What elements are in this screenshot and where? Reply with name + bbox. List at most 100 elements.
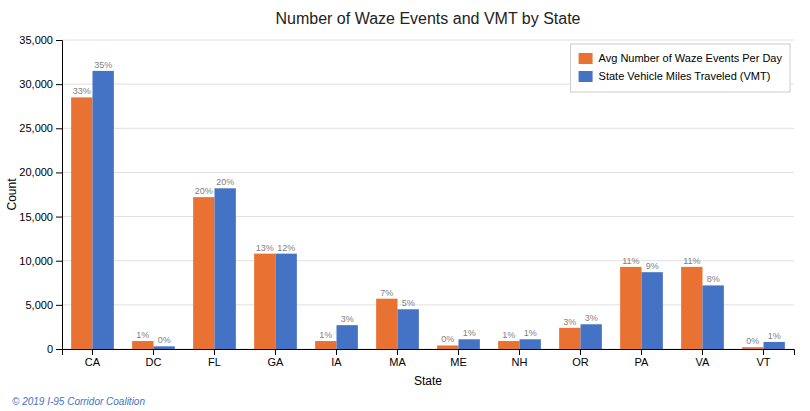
tick-mark	[56, 217, 62, 218]
y-axis-title: Count	[5, 178, 19, 211]
tick: PA	[635, 349, 650, 368]
legend-label: Avg Number of Waze Events Per Day	[599, 52, 783, 64]
bar	[459, 339, 480, 349]
tick-label: VA	[696, 356, 711, 368]
bar-label: 8%	[707, 274, 720, 284]
bar-label: 1%	[524, 328, 537, 338]
tick: 30,000	[19, 78, 62, 90]
y-axis: 05,00010,00015,00020,00025,00030,00035,0…	[19, 34, 62, 355]
bar-label: 1%	[768, 331, 781, 341]
bar	[398, 309, 419, 349]
bar	[93, 71, 114, 349]
tick-mark	[56, 40, 62, 41]
tick: 5,000	[25, 299, 62, 311]
tick-mark	[214, 349, 215, 355]
bar-label: 0%	[158, 335, 171, 345]
bar-label: 1%	[319, 330, 332, 340]
bar-label: 7%	[380, 288, 393, 298]
tick-mark	[56, 84, 62, 85]
tick-mark	[56, 172, 62, 173]
tick: FL	[208, 349, 221, 368]
bar-label: 5%	[402, 298, 415, 308]
bar	[337, 325, 358, 349]
tick-mark	[336, 349, 337, 355]
bar	[498, 341, 519, 349]
bar	[315, 341, 336, 349]
tick-mark	[641, 349, 642, 355]
bar-label: 13%	[256, 243, 274, 253]
bar	[154, 346, 175, 349]
bar	[215, 188, 236, 349]
tick: VT	[756, 349, 770, 368]
tick: ME	[450, 349, 467, 368]
bar-label: 1%	[502, 330, 515, 340]
tick-label: 15,000	[19, 211, 53, 223]
legend-frame	[571, 44, 790, 92]
tick-label: ME	[450, 356, 467, 368]
bar-label: 0%	[746, 336, 759, 346]
bar-label: 1%	[136, 330, 149, 340]
bar-label: 11%	[622, 256, 639, 266]
bar-label: 3%	[563, 317, 576, 327]
legend-label: State Vehicle Miles Traveled (VMT)	[599, 70, 771, 82]
grid-line	[62, 40, 794, 41]
bar	[742, 347, 763, 349]
bar	[642, 272, 663, 349]
bar	[254, 254, 275, 349]
bar-label: 33%	[73, 86, 91, 96]
tick-label: 0	[47, 343, 53, 355]
bar-series	[93, 71, 785, 349]
tick-mark	[92, 349, 93, 355]
bar	[559, 328, 580, 349]
bar-label: 9%	[646, 261, 659, 271]
bar-label: 3%	[341, 314, 354, 324]
tick: 0	[47, 343, 62, 355]
plot-area: 05,00010,00015,00020,00025,00030,00035,0…	[19, 34, 794, 368]
tick-label: DC	[146, 356, 162, 368]
bar	[581, 324, 602, 349]
tick-label: 30,000	[19, 78, 53, 90]
tick: NH	[512, 349, 528, 368]
tick: IA	[331, 349, 342, 368]
grid-line	[62, 128, 794, 129]
bar	[437, 345, 458, 349]
grid	[62, 40, 794, 349]
bar-label: 12%	[277, 243, 295, 253]
footer: © 2019 I-95 Corridor Coalition	[12, 396, 145, 407]
tick-mark	[519, 349, 520, 355]
bar	[276, 254, 297, 349]
tick-mark	[56, 349, 62, 350]
bar	[620, 267, 641, 349]
tick: 25,000	[19, 122, 62, 134]
tick-label: CA	[85, 356, 101, 368]
tick-label: OR	[572, 356, 589, 368]
bar-label: 3%	[585, 313, 598, 323]
tick-label: 25,000	[19, 122, 53, 134]
bar	[703, 285, 724, 349]
tick-mark	[702, 349, 703, 355]
bar-label: 35%	[94, 60, 112, 70]
grid-line	[62, 172, 794, 173]
tick-label: 20,000	[19, 166, 53, 178]
tick-label: PA	[635, 356, 650, 368]
tick-mark	[458, 349, 459, 355]
legend-swatch	[579, 71, 593, 82]
title: Number of Waze Events and VMT by State	[275, 10, 580, 27]
tick-label: IA	[331, 356, 342, 368]
bar	[376, 299, 397, 349]
tick: 20,000	[19, 166, 62, 178]
axis-line	[63, 350, 795, 356]
bar-label: 0%	[441, 334, 454, 344]
bar	[193, 197, 214, 349]
legend: Avg Number of Waze Events Per Day State V…	[571, 44, 790, 92]
bars	[71, 71, 785, 349]
tick-mark	[56, 305, 62, 306]
tick-mark	[153, 349, 154, 355]
bar-label: 11%	[683, 256, 700, 266]
axis-line	[56, 41, 63, 350]
grid-line	[62, 216, 794, 217]
tick-label: 10,000	[19, 255, 53, 267]
bar	[764, 342, 785, 349]
tick-label: VT	[756, 356, 770, 368]
legend-item: Avg Number of Waze Events Per Day	[579, 52, 783, 64]
